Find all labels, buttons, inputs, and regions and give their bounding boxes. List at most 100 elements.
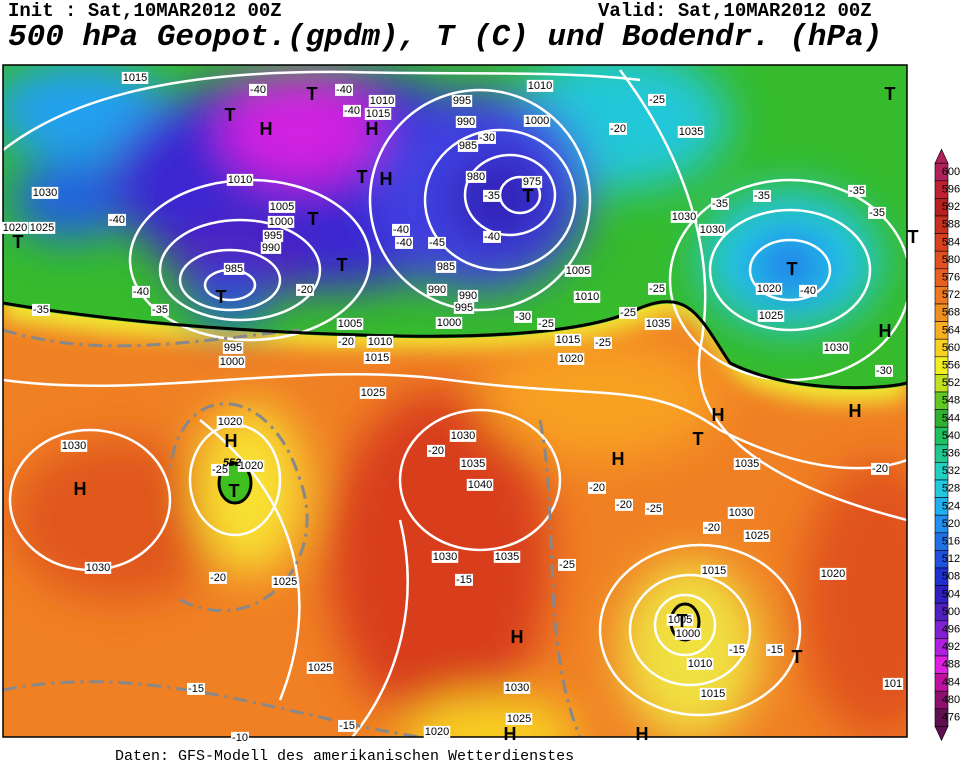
pressure-center: T	[225, 105, 236, 125]
label-background	[677, 125, 705, 138]
map-field	[3, 65, 907, 737]
label-background	[211, 463, 229, 476]
temperature-label-box: -20	[609, 122, 627, 135]
label-background	[799, 284, 817, 297]
pressure-label-box: 990	[455, 115, 477, 128]
label-background	[505, 712, 533, 725]
temperature-label: -25	[595, 337, 611, 349]
pressure-label: 1025	[745, 530, 769, 542]
label-background	[132, 285, 150, 298]
label-background	[523, 114, 551, 127]
pressure-label: 1025	[361, 387, 385, 399]
colorbar-label: 600	[942, 166, 960, 178]
temperature-label-box: -15	[766, 643, 784, 656]
label-background	[557, 352, 585, 365]
label-background	[28, 221, 56, 234]
pressure-label-box: 1015	[363, 351, 391, 364]
pressure-label-box: 1020	[423, 725, 451, 738]
pressure-center: T	[787, 259, 798, 279]
label-background	[392, 223, 410, 236]
label-background	[237, 459, 265, 472]
temperature-label-box: -40	[392, 223, 410, 236]
pressure-label: 1030	[33, 187, 57, 199]
temperature-label: -20	[704, 522, 720, 534]
temperature-label-box: -40	[249, 83, 267, 96]
temperature-label: -35	[33, 304, 49, 316]
map-title: 500 hPa Geopot.(gpdm), T (C) und Bodendr…	[8, 20, 883, 55]
temperature-label-box: -40	[483, 230, 501, 243]
pressure-center: H	[74, 479, 87, 499]
temperature-label-box: -20	[427, 444, 445, 457]
pressure-center: T	[523, 186, 534, 206]
label-background	[503, 681, 531, 694]
pressure-label-box: 1015	[700, 564, 728, 577]
label-background	[296, 283, 314, 296]
colorbar-label: 544	[942, 412, 960, 424]
pressure-label: 1005	[338, 318, 362, 330]
pressure-label-box: 1030	[431, 550, 459, 563]
colorbar-label: 520	[942, 518, 960, 530]
label-background	[267, 215, 295, 228]
temperature-label: -25	[646, 503, 662, 515]
label-background	[615, 498, 633, 511]
temperature-label: -40	[109, 214, 125, 226]
pressure-label-box: 1020	[216, 415, 244, 428]
label-background	[453, 301, 475, 314]
temperature-label: -35	[712, 198, 728, 210]
colorbar-label: 476	[942, 712, 960, 724]
label-background	[670, 210, 698, 223]
pressure-label-box: 1020	[557, 352, 585, 365]
colorbar-label: 484	[942, 676, 960, 688]
label-background	[222, 341, 244, 354]
label-background	[483, 230, 501, 243]
temperature-label-box: -25	[558, 558, 576, 571]
pressure-center: H	[260, 119, 273, 139]
label-background	[753, 189, 771, 202]
temperature-label: -15	[188, 683, 204, 695]
label-background	[455, 573, 473, 586]
label-background	[648, 282, 666, 295]
pressure-label: 1000	[676, 628, 700, 640]
pressure-label: 1025	[308, 662, 332, 674]
pressure-center: H	[879, 321, 892, 341]
colorbar-label: 572	[942, 289, 960, 301]
label-background	[226, 173, 254, 186]
label-background	[338, 719, 356, 732]
pressure-label-box: 1005	[268, 200, 296, 213]
temperature-label-box: -35	[711, 197, 729, 210]
label-background	[554, 333, 582, 346]
temperature-label: -15	[767, 644, 783, 656]
label-background	[435, 316, 463, 329]
colorbar-band	[934, 708, 949, 727]
colorbar-label: 588	[942, 219, 960, 231]
label-background	[209, 571, 227, 584]
colorbar-label: 524	[942, 500, 960, 512]
pressure-label-box: 995	[262, 229, 284, 242]
colorbar-label: 576	[942, 272, 960, 284]
pressure-label: 1025	[30, 222, 54, 234]
pressure-center: T	[677, 611, 688, 631]
pressure-label: 1015	[366, 108, 390, 120]
pressure-label-box: 1035	[459, 457, 487, 470]
pressure-label-box: 1000	[523, 114, 551, 127]
temperature-label-box: -15	[187, 682, 205, 695]
label-background	[703, 521, 721, 534]
pressure-label: 990	[457, 116, 475, 128]
pressure-label: 1010	[688, 658, 712, 670]
label-background	[564, 264, 592, 277]
label-background	[757, 309, 785, 322]
label-background	[743, 529, 771, 542]
pressure-center: T	[337, 255, 348, 275]
label-background	[644, 317, 672, 330]
pressure-label-box: 1015	[554, 333, 582, 346]
label-background	[306, 661, 334, 674]
pressure-label: 990	[459, 290, 477, 302]
label-background	[427, 444, 445, 457]
temperature-label: -20	[616, 499, 632, 511]
pressure-label-box: 990	[260, 241, 282, 254]
pressure-label-box: 1010	[686, 657, 714, 670]
temperature-label: -20	[338, 336, 354, 348]
pressure-label-box: 1030	[449, 429, 477, 442]
pressure-label-box: 1015	[699, 687, 727, 700]
